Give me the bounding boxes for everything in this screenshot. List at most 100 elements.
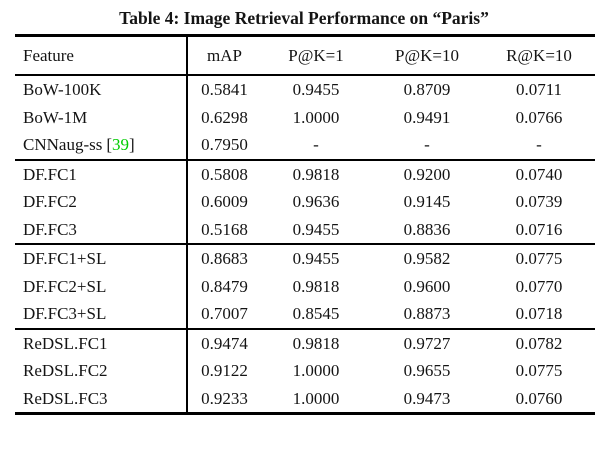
table-row: BoW-1M 0.6298 1.0000 0.9491 0.0766 xyxy=(15,103,595,131)
col-header-map: mAP xyxy=(187,35,261,76)
map-cell: 0.5168 xyxy=(201,219,248,239)
p-at-k10-cell: 0.9200 xyxy=(371,158,483,188)
p-at-k1-cell: 0.9455 xyxy=(261,74,371,104)
feature-label: ReDSL.FC3 xyxy=(23,388,108,408)
feature-cell: BoW-100K xyxy=(15,74,188,104)
r-at-k10-cell: 0.0775 xyxy=(515,361,563,380)
map-cell: 0.9122 xyxy=(201,361,248,380)
p-at-k10-cell: 0.9582 xyxy=(371,243,483,273)
citation-bracket-open: [ xyxy=(106,135,113,154)
header-row: Feature mAP P@K=1 P@K=10 R@K=10 xyxy=(15,35,595,76)
table-row: DF.FC1 0.5808 0.9818 0.9200 0.0740 xyxy=(15,158,595,188)
p-at-k1-cell: 0.8545 xyxy=(292,304,340,323)
table-row: DF.FC3+SL 0.7007 0.8545 0.8873 0.0718 xyxy=(15,300,595,329)
p-at-k1-cell: 0.9818 xyxy=(261,327,371,357)
feature-label: ReDSL.FC1 xyxy=(23,333,108,353)
table-row: DF.FC2+SL 0.8479 0.9818 0.9600 0.0770 xyxy=(15,272,595,300)
r-at-k10-cell: 0.0766 xyxy=(515,107,563,127)
results-table: Feature mAP P@K=1 P@K=10 R@K=10 BoW-100K… xyxy=(15,34,595,415)
col-header-p-at-k10: P@K=10 xyxy=(371,35,483,76)
p-at-k10-cell: - xyxy=(424,135,430,154)
r-at-k10-cell: 0.0770 xyxy=(515,276,563,296)
feature-cell: DF.FC3+SL xyxy=(15,300,188,329)
map-cell: 0.5808 xyxy=(187,158,261,188)
p-at-k10-cell: 0.8709 xyxy=(371,74,483,104)
p-at-k1-cell: 1.0000 xyxy=(292,388,340,408)
map-cell: 0.8479 xyxy=(201,276,248,296)
feature-label: BoW-1M xyxy=(23,107,88,127)
p-at-k1-cell: 0.9818 xyxy=(261,158,371,188)
map-cell: 0.6009 xyxy=(201,192,248,211)
feature-cell: ReDSL.FC1 xyxy=(15,327,188,357)
feature-label: ReDSL.FC2 xyxy=(23,361,108,380)
r-at-k10-cell: 0.0740 xyxy=(483,158,595,188)
table-row: CNNaug-ss [39] 0.7950 - - - xyxy=(15,131,595,160)
table-row: ReDSL.FC1 0.9474 0.9818 0.9727 0.0782 xyxy=(15,327,595,357)
map-cell: 0.8683 xyxy=(187,243,261,273)
map-cell: 0.7007 xyxy=(201,304,248,323)
p-at-k10-cell: 0.9600 xyxy=(403,276,451,296)
p-at-k1-cell: 0.9455 xyxy=(261,243,371,273)
p-at-k1-cell: - xyxy=(313,135,319,154)
r-at-k10-cell: 0.0782 xyxy=(483,327,595,357)
p-at-k10-cell: 0.9145 xyxy=(403,192,451,211)
feature-cell: BoW-1M xyxy=(15,103,188,131)
col-header-p-at-k1: P@K=1 xyxy=(261,35,371,76)
feature-label: DF.FC1+SL xyxy=(23,249,107,268)
feature-label: CNNaug-ss xyxy=(23,135,103,154)
feature-cell: DF.FC2+SL xyxy=(15,272,188,300)
map-cell: 0.6298 xyxy=(201,107,248,127)
feature-cell: DF.FC2 xyxy=(15,188,188,216)
p-at-k10-cell: 0.9727 xyxy=(371,327,483,357)
feature-label: DF.FC3 xyxy=(23,219,77,239)
row-group-df: DF.FC1 0.5808 0.9818 0.9200 0.0740 DF.FC… xyxy=(15,158,595,244)
p-at-k1-cell: 1.0000 xyxy=(292,107,340,127)
table-row: DF.FC2 0.6009 0.9636 0.9145 0.0739 xyxy=(15,188,595,216)
p-at-k10-cell: 0.8836 xyxy=(403,219,451,239)
map-cell: 0.7950 xyxy=(201,135,248,154)
r-at-k10-cell: 0.0775 xyxy=(483,243,595,273)
row-group-redsl: ReDSL.FC1 0.9474 0.9818 0.9727 0.0782 Re… xyxy=(15,327,595,414)
p-at-k10-cell: 0.9655 xyxy=(403,361,451,380)
p-at-k1-cell: 1.0000 xyxy=(292,361,340,380)
feature-label: DF.FC2 xyxy=(23,192,77,211)
p-at-k1-cell: 0.9636 xyxy=(292,192,340,211)
p-at-k10-cell: 0.9491 xyxy=(403,107,451,127)
table-row: ReDSL.FC2 0.9122 1.0000 0.9655 0.0775 xyxy=(15,357,595,385)
col-header-feature: Feature xyxy=(15,35,188,76)
feature-label: BoW-100K xyxy=(23,80,102,99)
citation-link[interactable]: 39 xyxy=(112,135,130,154)
r-at-k10-cell: 0.0760 xyxy=(515,388,563,408)
feature-cell: DF.FC3 xyxy=(15,215,188,244)
map-cell: 0.9474 xyxy=(187,327,261,357)
feature-cell: DF.FC1+SL xyxy=(15,243,188,273)
feature-label: DF.FC2+SL xyxy=(23,276,107,296)
r-at-k10-cell: - xyxy=(536,135,542,154)
table-row: BoW-100K 0.5841 0.9455 0.8709 0.0711 xyxy=(15,74,595,104)
r-at-k10-cell: 0.0716 xyxy=(515,219,563,239)
p-at-k10-cell: 0.8873 xyxy=(403,304,451,323)
feature-cell: ReDSL.FC2 xyxy=(15,357,188,385)
table-caption: Table 4: Image Retrieval Performance on … xyxy=(119,8,489,28)
row-group-df-sl: DF.FC1+SL 0.8683 0.9455 0.9582 0.0775 DF… xyxy=(15,243,595,329)
r-at-k10-cell: 0.0718 xyxy=(515,304,563,323)
map-cell: 0.5841 xyxy=(187,74,261,104)
p-at-k10-cell: 0.9473 xyxy=(403,388,451,408)
feature-cell: DF.FC1 xyxy=(15,158,188,188)
table-row: ReDSL.FC3 0.9233 1.0000 0.9473 0.0760 xyxy=(15,384,595,414)
r-at-k10-cell: 0.0739 xyxy=(515,192,563,211)
p-at-k1-cell: 0.9818 xyxy=(292,276,340,296)
r-at-k10-cell: 0.0711 xyxy=(483,74,595,104)
row-group-baselines: BoW-100K 0.5841 0.9455 0.8709 0.0711 BoW… xyxy=(15,74,595,160)
table-row: DF.FC1+SL 0.8683 0.9455 0.9582 0.0775 xyxy=(15,243,595,273)
table-row: DF.FC3 0.5168 0.9455 0.8836 0.0716 xyxy=(15,215,595,244)
col-header-r-at-k10: R@K=10 xyxy=(483,35,595,76)
feature-cell: ReDSL.FC3 xyxy=(15,384,188,414)
feature-cell: CNNaug-ss [39] xyxy=(15,131,188,160)
feature-label: DF.FC1 xyxy=(23,164,77,184)
citation-bracket-close: ] xyxy=(129,135,135,154)
feature-label: DF.FC3+SL xyxy=(23,304,107,323)
p-at-k1-cell: 0.9455 xyxy=(292,219,340,239)
map-cell: 0.9233 xyxy=(201,388,248,408)
